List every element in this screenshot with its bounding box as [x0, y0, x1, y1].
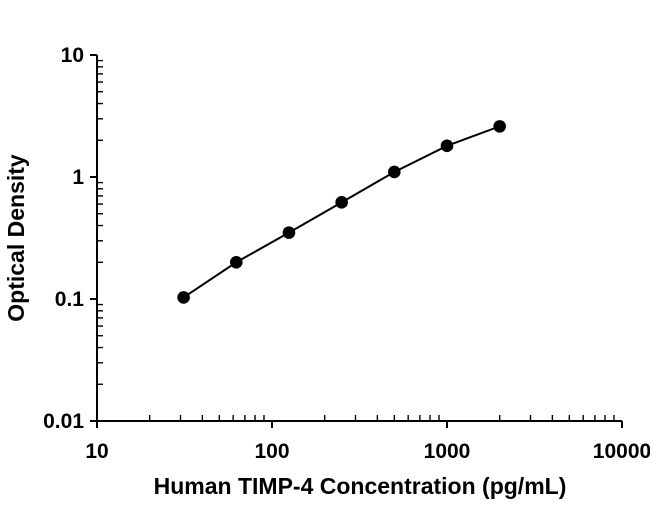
series-line — [183, 125, 501, 299]
axis-ticks — [90, 54, 623, 428]
axes — [96, 55, 622, 422]
data-point-marker — [335, 196, 348, 209]
data-point-marker — [440, 139, 454, 153]
y-tick-label: 10 — [61, 44, 84, 67]
x-tick-label: 10 — [85, 440, 108, 463]
y-tick-label: 0.1 — [55, 288, 85, 311]
data-point-marker — [177, 291, 190, 304]
data-point-marker — [229, 255, 243, 269]
y-tick-label: 0.01 — [43, 410, 84, 433]
data-point-marker — [493, 120, 506, 133]
data-series — [177, 120, 506, 304]
x-tick-label: 10000 — [593, 440, 650, 463]
y-tick-label: 1 — [72, 166, 84, 189]
x-tick-label: 1000 — [424, 440, 471, 463]
y-axis-label: Optical Density — [3, 154, 29, 322]
data-point-marker — [282, 226, 296, 239]
tick-labels: 0.01 0.1 1 10 10 100 1000 10000 — [43, 44, 650, 463]
data-point-marker — [388, 165, 401, 179]
x-axis-label: Human TIMP-4 Concentration (pg/mL) — [154, 473, 567, 499]
axis-spines — [96, 55, 622, 422]
x-tick-label: 100 — [254, 440, 289, 463]
